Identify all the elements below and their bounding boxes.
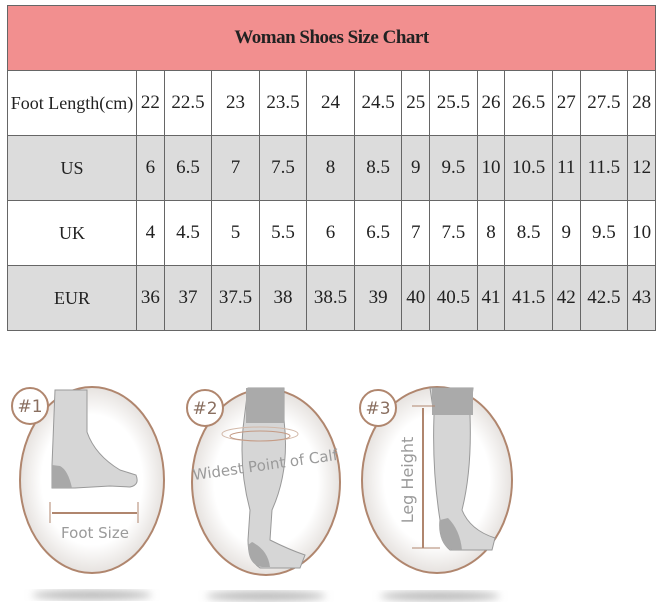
table-row: UK 4 4.5 5 5.5 6 6.5 7 7.5 8 8.5 9 9.5 10 — [7, 200, 656, 266]
size-cell: 27 — [551, 70, 581, 136]
size-cell: 24.5 — [353, 70, 403, 136]
size-cell: 40.5 — [429, 265, 478, 331]
badge-3 — [359, 389, 397, 427]
size-cell: 6.5 — [163, 135, 213, 201]
size-cell: 9 — [551, 200, 581, 266]
row-label: EUR — [7, 265, 137, 331]
guide-badge: #2 — [192, 399, 217, 419]
size-cell: 41.5 — [504, 265, 553, 331]
size-cell: 27.5 — [579, 70, 629, 136]
size-chart-table: Woman Shoes Size Chart Foot Length(cm) 22… — [7, 5, 656, 331]
size-cell: 37.5 — [211, 265, 260, 331]
size-cell: 6.5 — [353, 200, 403, 266]
size-cell: 28 — [627, 70, 656, 136]
size-cell: 11.5 — [579, 135, 629, 201]
guide-badge: #3 — [365, 399, 390, 419]
size-cell: 39 — [353, 265, 403, 331]
shadow — [32, 590, 152, 600]
size-cell: 4.5 — [163, 200, 213, 266]
size-cell: 8 — [476, 200, 506, 266]
size-cell: 8 — [306, 135, 355, 201]
size-cell: 36 — [136, 265, 165, 331]
size-cell: 5.5 — [258, 200, 308, 266]
leg-icon — [241, 387, 306, 569]
size-cell: 7.5 — [429, 200, 478, 266]
shadow — [380, 591, 500, 601]
size-cell: 7 — [211, 135, 260, 201]
size-cell: 7 — [401, 200, 431, 266]
row-label: Foot Length(cm) — [7, 70, 137, 136]
guide-caption: Leg Height — [398, 437, 417, 524]
size-cell: 38 — [258, 265, 308, 331]
size-cell: 6 — [306, 200, 355, 266]
size-cell: 10 — [476, 135, 506, 201]
size-cell: 25 — [401, 70, 431, 136]
size-cell: 24 — [306, 70, 355, 136]
table-row: EUR 36 37 37.5 38 38.5 39 40 40.5 41 41.5 42 42.5 43 — [7, 265, 656, 331]
size-cell: 41 — [476, 265, 506, 331]
size-cell: 26.5 — [504, 70, 553, 136]
table-row: Foot Length(cm) 22 22.5 23 23.5 24 24.5 25 25.5 2… — [7, 70, 656, 136]
badge-2 — [186, 389, 224, 427]
size-cell: 7.5 — [258, 135, 308, 201]
size-cell: 12 — [627, 135, 656, 201]
size-cell: 8.5 — [353, 135, 403, 201]
size-cell: 10 — [627, 200, 656, 266]
badge-1 — [11, 387, 49, 425]
size-cell: 11 — [551, 135, 581, 201]
guide-caption: Foot Size — [61, 524, 129, 542]
foot-size-guide: Foot Size #1 — [11, 386, 165, 574]
size-cell: 9.5 — [579, 200, 629, 266]
leg-icon — [429, 387, 496, 551]
size-cell: 8.5 — [504, 200, 553, 266]
size-cell: 40 — [401, 265, 431, 331]
size-cell: 4 — [136, 200, 165, 266]
chart-title: Woman Shoes Size Chart — [7, 5, 656, 71]
size-cell: 38.5 — [306, 265, 355, 331]
leg-height-guide: Leg Height #3 — [359, 386, 513, 574]
row-label: US — [7, 135, 137, 201]
size-cell: 10.5 — [504, 135, 553, 201]
size-cell: 43 — [627, 265, 656, 331]
size-cell: 9 — [401, 135, 431, 201]
size-cell: 23.5 — [258, 70, 308, 136]
size-cell: 22 — [136, 70, 165, 136]
size-cell: 5 — [211, 200, 260, 266]
calf-measure-icon — [229, 430, 291, 442]
size-cell: 37 — [163, 265, 213, 331]
size-cell: 42.5 — [579, 265, 629, 331]
size-cell: 42 — [551, 265, 581, 331]
table-row: US 6 6.5 7 7.5 8 8.5 9 9.5 10 10.5 11 11.5 12 — [7, 135, 656, 201]
size-cell: 9.5 — [429, 135, 478, 201]
size-cell: 26 — [476, 70, 506, 136]
guide-badge: #1 — [17, 397, 42, 417]
calf-guide: Widest Point of Calf #2 — [186, 387, 341, 576]
size-cell: 23 — [211, 70, 260, 136]
size-cell: 22.5 — [163, 70, 213, 136]
size-cell: 25.5 — [429, 70, 478, 136]
size-cell: 6 — [136, 135, 165, 201]
shadow — [206, 591, 326, 601]
measurement-illustrations: Foot Size #1 Widest Point of Calf #2 Leg… — [11, 386, 513, 601]
foot-icon — [51, 389, 138, 489]
row-label: UK — [7, 200, 137, 266]
